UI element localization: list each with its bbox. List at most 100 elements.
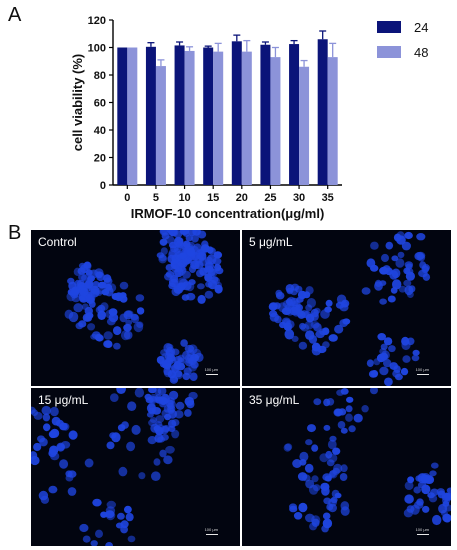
nuclei-image <box>283 388 451 533</box>
nucleus <box>82 535 91 543</box>
nucleus <box>68 430 78 440</box>
nucleus <box>174 410 184 419</box>
nucleus <box>397 251 405 259</box>
nucleus <box>173 230 183 238</box>
micrograph-grid: Control 100 μm 5 μg/mL 100 μm 15 μg/mL 1… <box>31 230 451 546</box>
nucleus <box>388 345 396 353</box>
nucleus <box>311 475 319 483</box>
bar-24-10 <box>174 45 185 185</box>
nucleus <box>427 492 435 499</box>
nucleus <box>327 439 337 450</box>
nucleus <box>186 400 195 409</box>
nucleus <box>48 485 58 494</box>
nucleus <box>105 510 116 521</box>
y-tick-label: 120 <box>88 15 106 27</box>
nucleus <box>184 409 192 417</box>
x-tick-label: 20 <box>236 192 248 204</box>
nucleus <box>124 505 132 514</box>
bar-chart: 0 20 40 60 80 100 120 0 5 10 15 20 25 30 35 IRMOF-10 co… <box>70 15 428 221</box>
nucleus <box>400 367 409 376</box>
bar-24-0 <box>117 47 128 185</box>
nucleus <box>331 489 340 498</box>
bar-24-20 <box>231 41 242 185</box>
micrograph-5: 5 μg/mL 100 μm <box>242 230 451 386</box>
scale-label: 100 μm <box>204 527 218 532</box>
nucleus <box>298 341 308 350</box>
nucleus <box>165 264 173 271</box>
nucleus <box>154 394 163 402</box>
nucleus <box>404 481 414 490</box>
nucleus <box>291 335 299 342</box>
nucleus <box>328 503 337 513</box>
nucleus <box>84 280 94 289</box>
nucleus <box>415 475 423 482</box>
nucleus <box>305 513 315 523</box>
nucleus <box>199 267 208 276</box>
nucleus <box>286 296 296 307</box>
nucleus <box>189 372 198 381</box>
nucleus <box>153 458 161 466</box>
bar-24-35 <box>317 39 328 185</box>
nucleus <box>186 349 195 357</box>
nucleus <box>393 233 402 242</box>
x-tick-label: 35 <box>322 192 334 204</box>
nucleus <box>381 253 389 263</box>
nucleus <box>299 451 309 462</box>
nucleus <box>134 388 145 398</box>
nucleus <box>390 287 398 294</box>
scale-label: 100 μm <box>415 367 429 372</box>
nucleus <box>109 432 117 439</box>
nucleus <box>342 318 351 325</box>
nucleus <box>125 512 134 522</box>
nucleus <box>346 396 354 403</box>
nucleus <box>340 427 348 434</box>
nucleus <box>289 505 298 513</box>
nucleus <box>171 264 180 273</box>
panel-letter-b: B <box>8 222 22 244</box>
nucleus <box>49 445 59 456</box>
nucleus <box>339 473 348 481</box>
nucleus <box>185 282 195 292</box>
nucleus <box>59 422 68 431</box>
nucleus <box>180 230 190 235</box>
nucleus <box>175 401 185 410</box>
micrograph-label: Control <box>38 235 77 249</box>
bar-24-15 <box>203 47 214 185</box>
bar-48-0 <box>127 47 138 185</box>
nucleus <box>85 293 96 303</box>
micrograph-15: 15 μg/mL 100 μm <box>31 388 240 546</box>
nucleus <box>381 350 390 360</box>
nucleus <box>177 277 188 287</box>
nucleus <box>393 365 401 373</box>
nucleus <box>325 450 333 459</box>
nucleus <box>159 449 167 458</box>
nucleus <box>123 323 132 332</box>
nucleus <box>127 401 137 411</box>
nucleus <box>361 405 369 413</box>
y-tick-label: 20 <box>94 153 106 165</box>
nucleus <box>416 233 426 241</box>
nucleus <box>395 258 405 268</box>
nucleus <box>125 310 134 317</box>
nucleus <box>113 342 121 350</box>
nucleus <box>163 455 173 465</box>
bar-24-5 <box>145 46 156 185</box>
nucleus <box>147 436 157 445</box>
nucleus <box>78 320 87 328</box>
nucleus <box>125 319 133 326</box>
bar-48-30 <box>299 66 310 185</box>
nucleus <box>404 261 413 269</box>
nucleus <box>419 261 427 269</box>
x-axis-label: IRMOF-10 concentration(μg/ml) <box>131 206 325 221</box>
nucleus <box>171 363 180 372</box>
legend-label-24: 24 <box>414 20 428 35</box>
nucleus <box>289 306 300 316</box>
nucleus <box>385 241 394 250</box>
nucleus <box>322 518 333 529</box>
nucleus <box>173 356 183 364</box>
nucleus <box>83 261 92 269</box>
nucleus <box>138 472 146 480</box>
nucleus <box>179 252 187 260</box>
nucleus <box>442 513 451 523</box>
nucleus <box>333 463 343 474</box>
